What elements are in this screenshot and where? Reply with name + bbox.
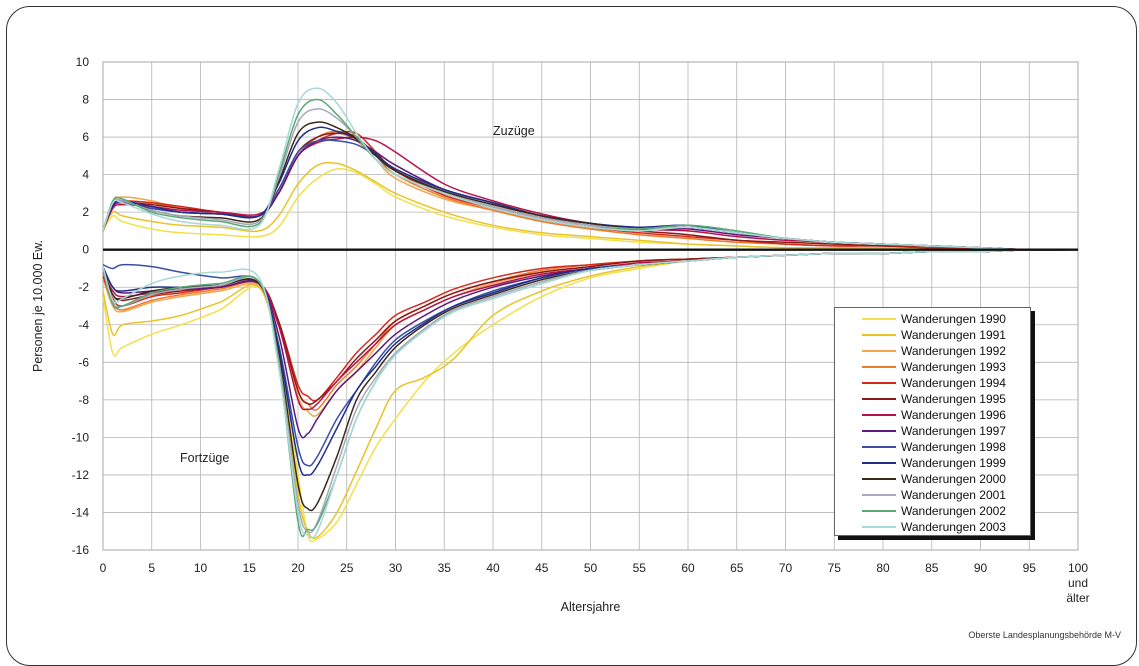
legend-swatch xyxy=(862,478,896,480)
y-tick-label: 0 xyxy=(82,243,89,257)
y-tick-label: 6 xyxy=(82,130,89,144)
legend-label: Wanderungen 1991 xyxy=(901,328,1006,342)
line-fortzuege xyxy=(102,248,1079,539)
x-tick-label: 55 xyxy=(633,561,647,575)
y-tick-label: 10 xyxy=(76,55,90,69)
x-tick-label: 10 xyxy=(194,561,208,575)
legend-entry: Wanderungen 1998 xyxy=(835,439,1030,455)
legend-swatch xyxy=(862,382,896,384)
y-tick-label: -16 xyxy=(72,543,90,557)
legend-entry: Wanderungen 2003 xyxy=(835,519,1030,535)
legend-label: Wanderungen 1999 xyxy=(901,456,1006,470)
legend-entry: Wanderungen 1997 xyxy=(835,423,1030,439)
x-tick-label-last: älter xyxy=(1066,591,1089,605)
y-tick-label: -6 xyxy=(78,355,89,369)
legend-entry: Wanderungen 1999 xyxy=(835,455,1030,471)
y-tick-label: 4 xyxy=(82,168,89,182)
legend-entry: Wanderungen 2000 xyxy=(835,471,1030,487)
y-tick-label: -10 xyxy=(72,430,90,444)
legend-swatch xyxy=(862,334,896,336)
legend: Wanderungen 1990 Wanderungen 1991 Wanderun… xyxy=(834,307,1031,536)
x-tick-label: 85 xyxy=(925,561,939,575)
x-tick-label: 35 xyxy=(438,561,452,575)
legend-entry: Wanderungen 2001 xyxy=(835,487,1030,503)
series-wanderungen-2003 xyxy=(102,87,1079,539)
y-tick-label: -12 xyxy=(72,468,90,482)
y-tick-label: -14 xyxy=(72,505,90,519)
x-tick-label: 50 xyxy=(584,561,598,575)
legend-label: Wanderungen 2001 xyxy=(901,488,1006,502)
x-tick-label-last: 100 xyxy=(1068,561,1088,575)
legend-label: Wanderungen 1997 xyxy=(901,424,1006,438)
y-tick-label: 2 xyxy=(82,205,89,219)
legend-swatch xyxy=(862,398,896,400)
legend-swatch xyxy=(862,462,896,464)
x-tick-label: 20 xyxy=(291,561,305,575)
legend-label: Wanderungen 1992 xyxy=(901,344,1006,358)
legend-label: Wanderungen 1995 xyxy=(901,392,1006,406)
legend-swatch xyxy=(862,526,896,528)
x-tick-label: 70 xyxy=(779,561,793,575)
legend-swatch xyxy=(862,366,896,368)
x-tick-label: 5 xyxy=(148,561,155,575)
y-tick-label: -2 xyxy=(78,280,89,294)
x-tick-label: 30 xyxy=(389,561,403,575)
legend-swatch xyxy=(862,510,896,512)
legend-label: Wanderungen 1994 xyxy=(901,376,1006,390)
series-lines xyxy=(102,87,1079,543)
legend-entry: Wanderungen 1993 xyxy=(835,359,1030,375)
x-tick-label: 75 xyxy=(828,561,842,575)
y-axis-label: Personen je 10.000 Ew. xyxy=(31,240,45,372)
x-tick-label: 25 xyxy=(340,561,354,575)
legend-swatch xyxy=(862,446,896,448)
line-zuzuege xyxy=(102,161,1078,251)
legend-label: Wanderungen 2000 xyxy=(901,472,1006,486)
legend-entry: Wanderungen 1994 xyxy=(835,375,1030,391)
annotation-zuzuege: Zuzüge xyxy=(493,124,535,138)
y-tick-label: -4 xyxy=(78,318,89,332)
legend-swatch xyxy=(862,414,896,416)
legend-entry: Wanderungen 1995 xyxy=(835,391,1030,407)
y-tick-label: -8 xyxy=(78,393,89,407)
annotation-fortzuege: Fortzüge xyxy=(180,451,229,465)
legend-label: Wanderungen 2002 xyxy=(901,504,1006,518)
x-tick-label: 90 xyxy=(974,561,988,575)
x-tick-label: 45 xyxy=(535,561,549,575)
line-zuzuege xyxy=(102,87,1079,251)
x-tick-label: 40 xyxy=(486,561,500,575)
x-tick-label-last: und xyxy=(1068,576,1088,590)
source-note: Oberste Landesplanungsbehörde M-V xyxy=(968,630,1121,640)
legend-entry: Wanderungen 1992 xyxy=(835,343,1030,359)
legend-label: Wanderungen 2003 xyxy=(901,520,1006,534)
x-tick-label: 80 xyxy=(876,561,890,575)
x-tick-label: 95 xyxy=(1023,561,1037,575)
legend-swatch xyxy=(862,430,896,432)
legend-entry: Wanderungen 1991 xyxy=(835,327,1030,343)
x-axis-label: Altersjahre xyxy=(561,600,621,614)
y-tick-label: 8 xyxy=(82,93,89,107)
legend-swatch xyxy=(862,494,896,496)
legend-label: Wanderungen 1996 xyxy=(901,408,1006,422)
x-tick-label: 60 xyxy=(681,561,695,575)
legend-label: Wanderungen 1998 xyxy=(901,440,1006,454)
legend-entry: Wanderungen 2002 xyxy=(835,503,1030,519)
legend-entry: Wanderungen 1996 xyxy=(835,407,1030,423)
x-tick-label: 0 xyxy=(100,561,107,575)
x-tick-label: 65 xyxy=(730,561,744,575)
legend-swatch xyxy=(862,318,896,320)
legend-entry: Wanderungen 1990 xyxy=(835,311,1030,327)
legend-swatch xyxy=(862,350,896,352)
legend-label: Wanderungen 1993 xyxy=(901,360,1006,374)
x-tick-label: 15 xyxy=(243,561,257,575)
legend-label: Wanderungen 1990 xyxy=(901,312,1006,326)
